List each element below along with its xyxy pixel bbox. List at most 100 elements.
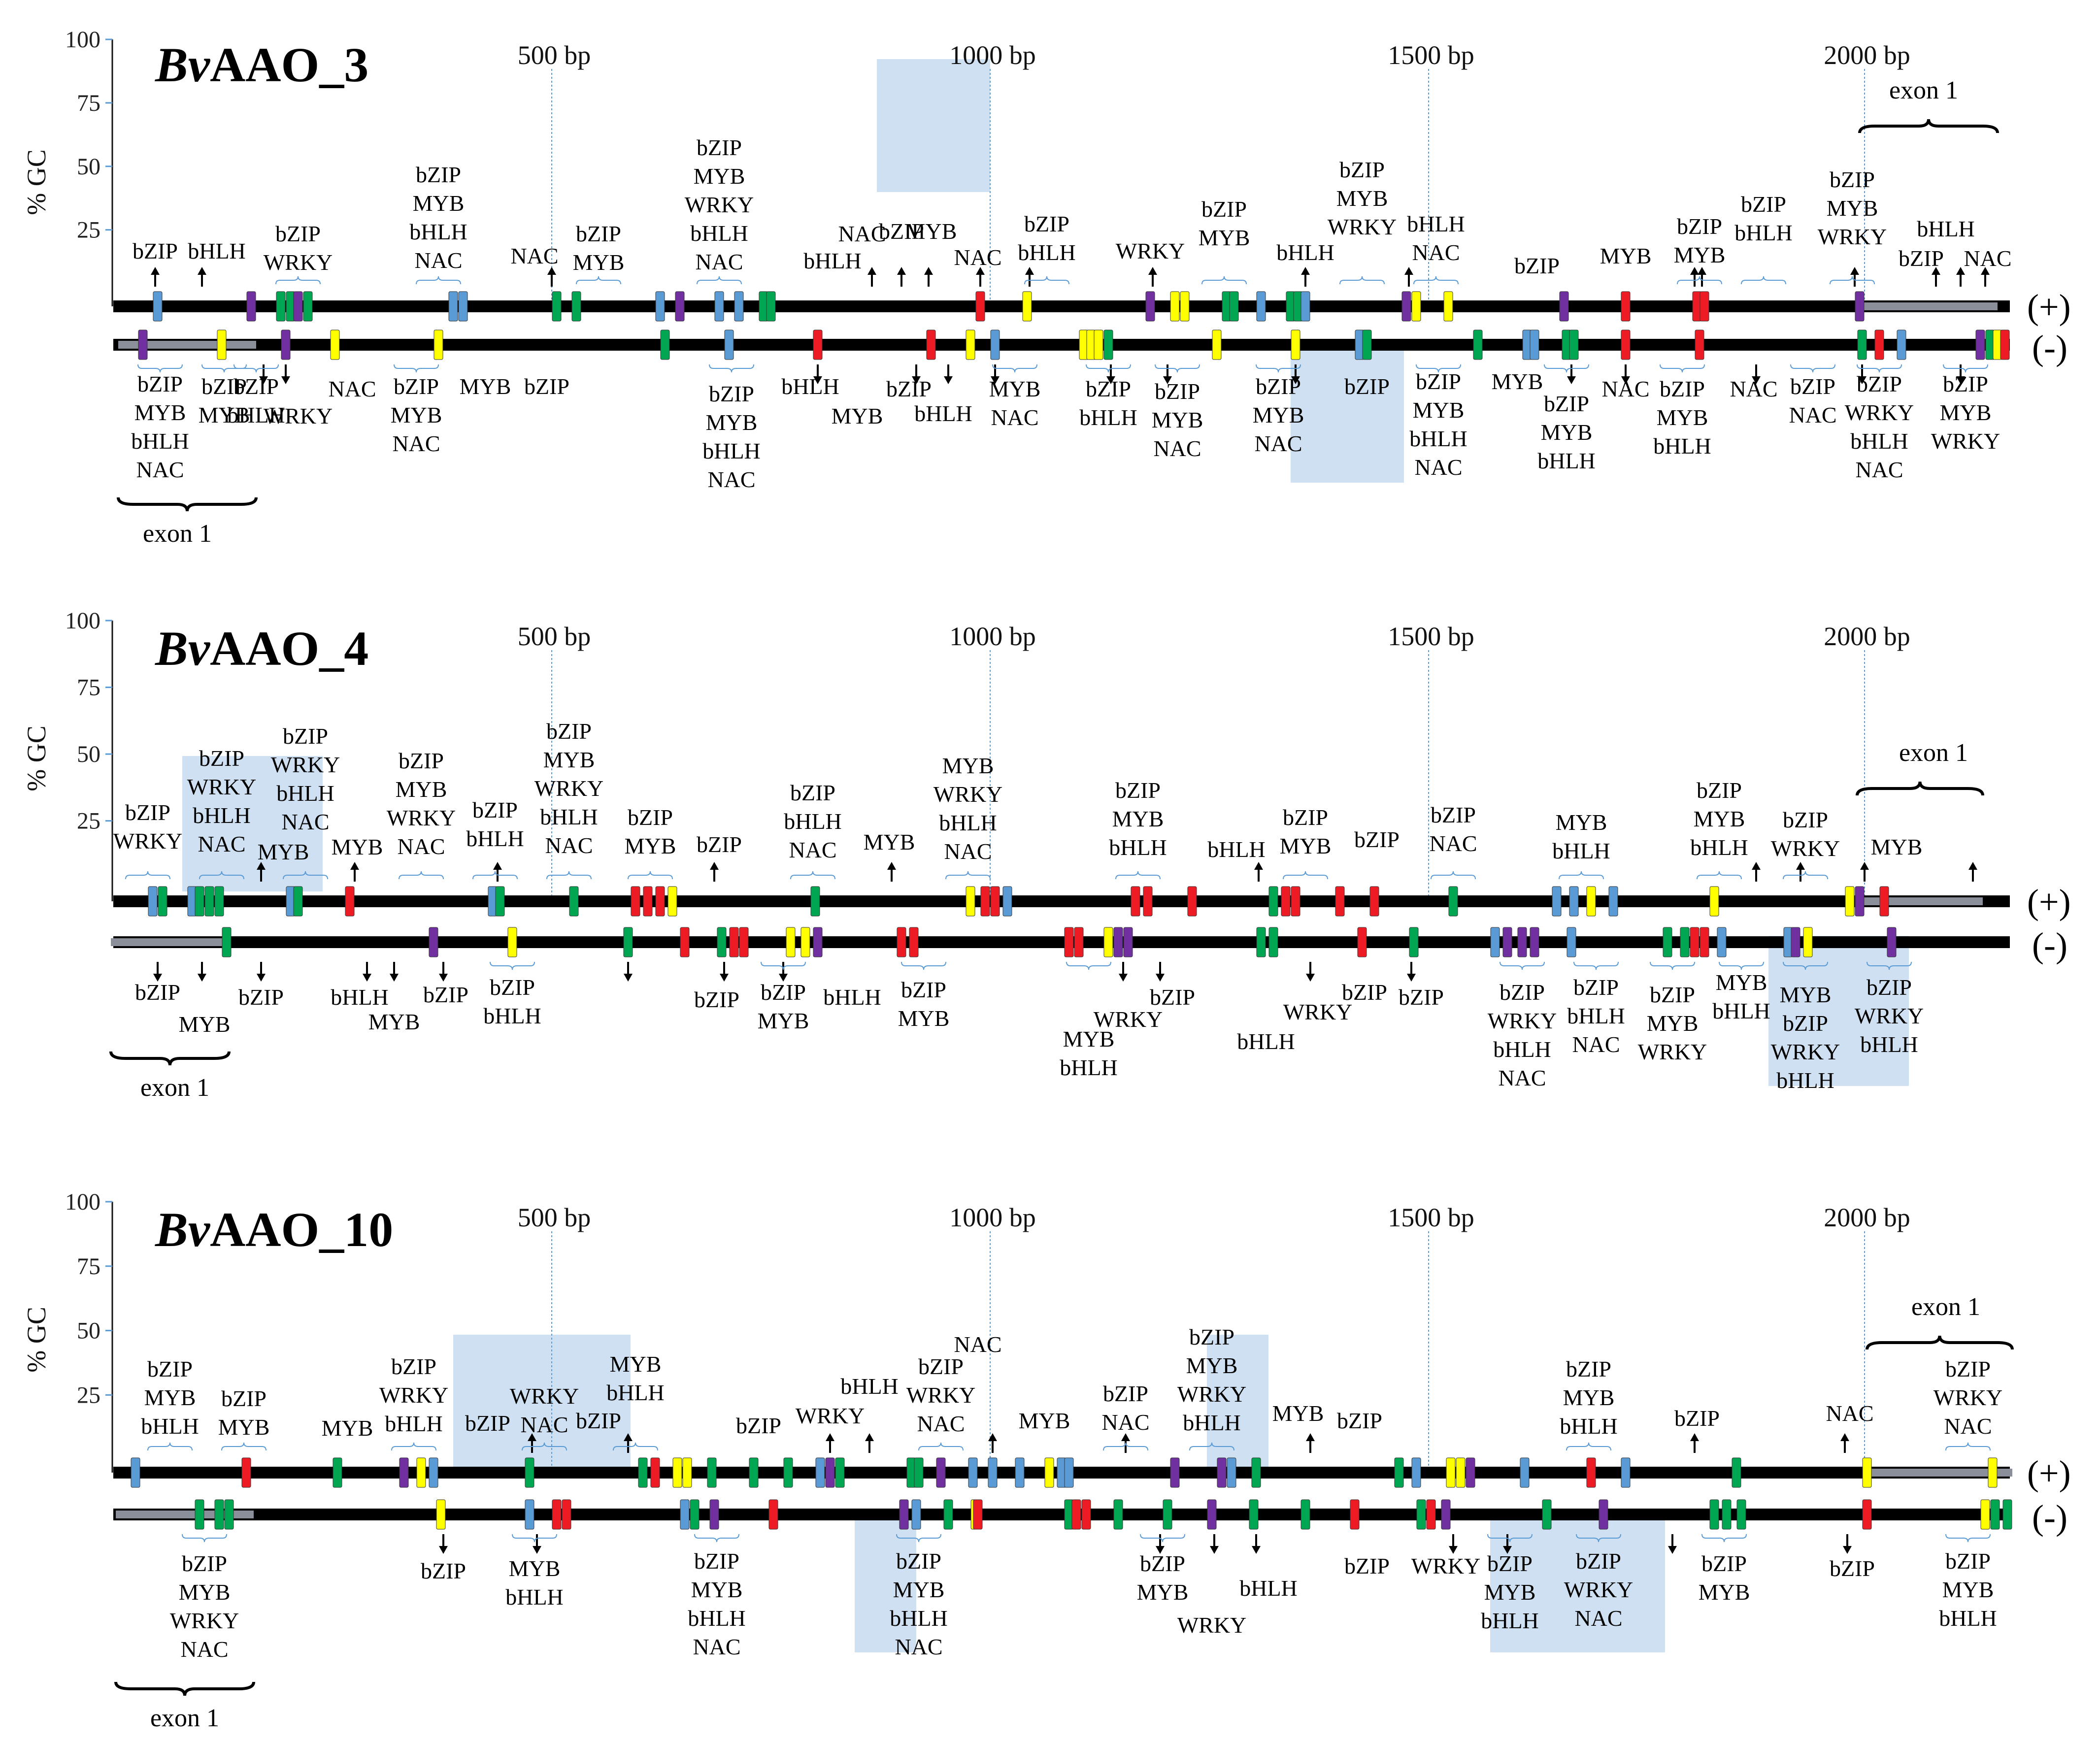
tf-label-group: bZIP: [421, 1558, 466, 1583]
cis-element-myb: [1268, 927, 1278, 957]
panels: 100 75 50 25 % GC 500 bp 1000 bp 1500 bp 2000 bp…: [22, 27, 2071, 1732]
cis-element-wrky: [1855, 291, 1865, 322]
cis-element-bhlh: [1170, 291, 1180, 322]
cis-element-bzip: [734, 291, 744, 322]
exon-segment: [1860, 302, 1998, 310]
cis-element-myb: [276, 291, 286, 322]
tf-label-group: bZIP MYB WRKY NAC: [170, 1551, 239, 1662]
exon-label: exon 1: [1899, 739, 1968, 767]
up-arrow-head: [976, 267, 985, 275]
cis-element-nac: [643, 886, 653, 917]
tf-label-group: bZIP MYB: [1199, 197, 1250, 250]
cis-element-wrky: [399, 1457, 409, 1488]
tf-label-group: MYB bHLH: [606, 1351, 665, 1405]
cis-element-myb: [204, 886, 214, 917]
cis-element-myb: [333, 1457, 342, 1488]
down-arrow-head: [1407, 974, 1416, 982]
cis-element-myb: [943, 1499, 953, 1530]
cis-element-myb: [552, 291, 562, 322]
cluster-bracket: [992, 364, 1037, 373]
cis-element-nac: [1335, 886, 1345, 917]
cis-element-bzip: [1227, 1457, 1236, 1488]
panel-aao-4: 100 75 50 25 % GC 500 bp 1000 bp 1500 bp 2000 bp…: [22, 608, 2071, 1102]
tf-label-group: bZIP: [1150, 985, 1195, 1010]
gc-tick-label: 75: [77, 90, 100, 116]
cis-element-bhlh: [800, 927, 810, 957]
cis-element-wrky: [138, 329, 148, 360]
cluster-bracket: [490, 961, 535, 970]
cis-element-myb: [1229, 291, 1239, 322]
bp-label: 1000 bp: [949, 40, 1036, 70]
down-arrow-head: [439, 1546, 448, 1554]
tf-label-group: NAC: [328, 376, 376, 401]
up-arrow-head: [887, 862, 896, 870]
tf-label-group: bZIP: [423, 982, 468, 1007]
cis-element-myb: [660, 329, 670, 360]
up-arrow-head: [1932, 267, 1940, 275]
cis-element-myb: [224, 1499, 234, 1530]
tf-label-group: MYB: [258, 839, 309, 864]
cis-element-myb: [1251, 1457, 1261, 1488]
cis-element-wrky: [1855, 886, 1865, 917]
cis-element-nac: [1621, 291, 1631, 322]
cis-element-nac: [650, 1457, 660, 1488]
bp-label: 1000 bp: [949, 1203, 1036, 1232]
cis-element-nac: [1862, 1499, 1872, 1530]
down-arrow-head: [439, 974, 448, 982]
cis-element-nac: [1586, 1457, 1596, 1488]
cis-element-myb: [158, 886, 167, 917]
cis-element-myb: [214, 886, 224, 917]
gc-tick-label: 100: [65, 27, 100, 53]
cluster-bracket: [1650, 961, 1695, 970]
down-arrow-head: [813, 376, 822, 384]
tf-label-group: bZIP MYB: [199, 374, 250, 428]
cis-element-bzip: [148, 886, 158, 917]
tf-label-group: bZIP WRKY bHLH: [379, 1354, 449, 1436]
cluster-bracket: [1416, 364, 1461, 373]
tf-label-group: bZIP WRKY bHLH NAC: [271, 724, 340, 834]
tf-label-group: bHLH: [1237, 1029, 1295, 1054]
cluster-bracket: [1701, 1534, 1747, 1543]
tf-label-group: bZIP: [1830, 1556, 1875, 1581]
tf-label-group: bHLH: [1276, 240, 1334, 265]
exon-label: exon 1: [1889, 76, 1958, 104]
cluster-bracket: [512, 1534, 557, 1543]
exon-brace: [1858, 119, 1999, 133]
cis-element-myb: [1256, 927, 1266, 957]
tf-label-group: NAC: [838, 221, 886, 246]
cis-element-nac: [1879, 886, 1889, 917]
tf-label-group: NAC: [954, 1332, 1001, 1357]
cis-element-myb: [1857, 329, 1867, 360]
cluster-bracket: [1559, 871, 1604, 880]
up-arrow-head: [1796, 862, 1805, 870]
cluster-bracket: [709, 364, 754, 373]
cis-element-nac: [1695, 329, 1704, 360]
tf-label-group: WRKY: [1411, 1553, 1481, 1579]
tf-label-group: MYB: [1871, 834, 1923, 859]
plus-strand-label: (+): [2027, 882, 2071, 921]
exon-label: exon 1: [1911, 1293, 1980, 1321]
tf-label-group: MYB: [832, 403, 883, 428]
tf-label-group: MYB bHLH: [1060, 1026, 1118, 1080]
cis-element-nac: [1690, 927, 1700, 957]
cluster-bracket: [1576, 1534, 1621, 1543]
tf-label-group: bZIP MYB: [573, 221, 625, 275]
cluster-bracket: [1256, 364, 1301, 373]
cis-element-myb: [2002, 1499, 2012, 1530]
gc-tick-label: 100: [65, 1189, 100, 1215]
cluster-bracket: [1413, 276, 1459, 285]
cluster-bracket: [1024, 276, 1069, 285]
bp-label: 500 bp: [518, 40, 591, 70]
tf-label-group: MYB WRKY bHLH NAC: [933, 753, 1003, 864]
down-arrow-head: [779, 974, 788, 982]
up-arrow-head: [1148, 267, 1157, 275]
cis-element-bzip: [153, 291, 163, 322]
cluster-bracket: [628, 871, 673, 880]
cis-element-nac: [1291, 886, 1300, 917]
cis-element-bhlh: [330, 329, 340, 360]
cis-element-wrky: [1441, 1499, 1451, 1530]
up-arrow-head: [493, 862, 502, 870]
cis-element-myb: [1249, 1499, 1259, 1530]
tf-label-group: bZIP MYB bHLH: [1560, 1356, 1618, 1439]
cis-element-bzip: [458, 291, 468, 322]
